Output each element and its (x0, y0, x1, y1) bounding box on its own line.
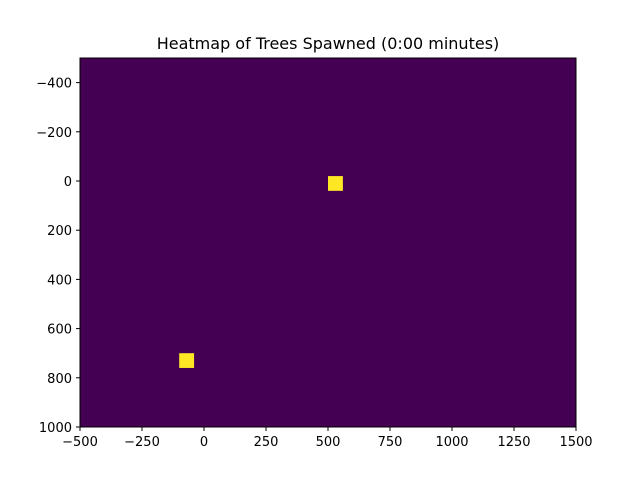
y-tick-label: 0 (64, 175, 72, 190)
heatmap-cell-0 (328, 176, 343, 191)
y-tick-label: 200 (47, 224, 72, 239)
x-tick-label: 750 (378, 435, 403, 450)
x-axis: −500 −250 0 250 500 750 1000 1250 1500 (62, 427, 593, 450)
x-tick-label: 1000 (435, 435, 468, 450)
x-tick-label: 500 (316, 435, 341, 450)
x-tick-label: 1500 (559, 435, 592, 450)
y-tick-label: 400 (47, 273, 72, 288)
plot-area (80, 58, 576, 427)
y-tick-label: 800 (47, 372, 72, 387)
x-tick-label: −500 (62, 435, 98, 450)
x-tick-label: −250 (124, 435, 160, 450)
heatmap-cell-1 (179, 353, 195, 368)
x-tick-label: 1250 (497, 435, 530, 450)
y-tick-label: −400 (36, 77, 72, 92)
x-tick-label: 0 (200, 435, 208, 450)
y-tick-label: 1000 (39, 421, 72, 436)
heatmap-cells (179, 176, 343, 368)
y-tick-label: 600 (47, 323, 72, 338)
x-tick-label: 250 (254, 435, 279, 450)
y-axis: −400 −200 0 200 400 600 800 1000 (36, 77, 80, 436)
y-tick-label: −200 (36, 126, 72, 141)
chart-title: Heatmap of Trees Spawned (0:00 minutes) (157, 34, 500, 53)
